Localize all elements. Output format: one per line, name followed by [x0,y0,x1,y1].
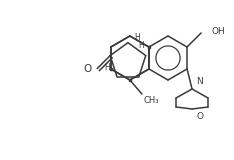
Text: O: O [83,64,91,74]
Text: OH: OH [211,27,225,36]
Text: H: H [104,63,110,72]
Bar [129,79,131,81]
Bar [148,46,150,48]
Bar [110,68,112,70]
Text: N: N [196,77,203,86]
Text: CH₃: CH₃ [144,96,159,105]
Text: H: H [138,40,144,49]
Text: O: O [196,112,203,121]
Text: H: H [134,32,140,41]
